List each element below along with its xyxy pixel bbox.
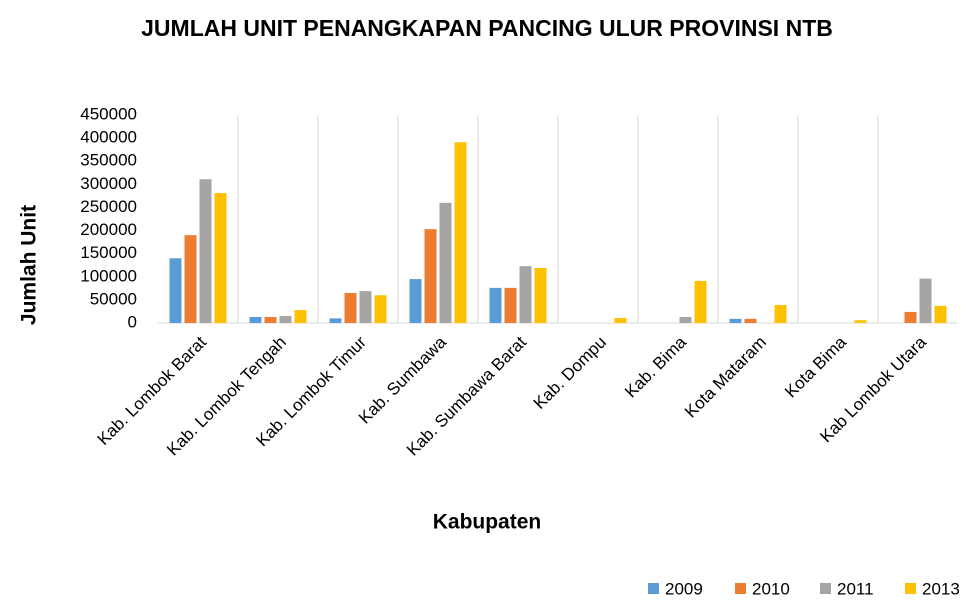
y-tick-label: 350000 — [80, 151, 137, 170]
x-axis-label: Kabupaten — [433, 511, 542, 534]
bar — [184, 235, 197, 323]
legend-label: 2010 — [752, 579, 790, 598]
y-tick-label: 100000 — [80, 266, 137, 285]
bar — [409, 279, 422, 323]
x-tick-label: Kota Mataram — [681, 333, 770, 422]
x-tick-label: Kab. Bima — [621, 332, 690, 401]
bar — [904, 311, 917, 323]
bar — [694, 280, 707, 323]
bar — [934, 305, 947, 323]
bar — [774, 304, 787, 323]
x-tick-label: Kota Bima — [781, 332, 850, 401]
bar — [249, 316, 262, 323]
legend-swatch — [648, 583, 659, 594]
chart-title: JUMLAH UNIT PENANGKAPAN PANCING ULUR PRO… — [141, 15, 833, 41]
y-tick-label: 450000 — [80, 104, 137, 123]
bar — [729, 318, 742, 323]
bar — [744, 318, 757, 323]
legend-swatch — [820, 583, 831, 594]
bar — [199, 179, 212, 323]
x-tick-label: Kab. Dompu — [530, 333, 610, 413]
y-tick-label: 300000 — [80, 174, 137, 193]
bar — [424, 229, 437, 323]
legend-label: 2011 — [837, 579, 874, 598]
bar — [439, 202, 452, 323]
legend-label: 2009 — [665, 579, 703, 598]
bar — [214, 193, 227, 323]
bar — [344, 292, 357, 323]
bar — [294, 310, 307, 323]
y-axis-label: Jumlah Unit — [18, 205, 41, 325]
y-tick-label: 150000 — [80, 243, 137, 262]
bar — [489, 287, 502, 323]
legend-label: 2013 — [922, 579, 960, 598]
bar — [504, 287, 517, 323]
bar — [279, 316, 292, 323]
bar — [534, 267, 547, 323]
bar — [359, 291, 372, 323]
bar — [169, 258, 182, 323]
legend-swatch — [735, 583, 746, 594]
bar — [519, 266, 532, 323]
bar — [854, 320, 867, 323]
legend-swatch — [905, 583, 916, 594]
y-tick-label: 50000 — [90, 289, 137, 308]
y-tick-label: 250000 — [80, 197, 137, 216]
bar — [374, 295, 387, 323]
y-tick-label: 0 — [128, 312, 137, 331]
bar — [454, 142, 467, 323]
bar — [919, 278, 932, 323]
y-tick-label: 400000 — [80, 128, 137, 147]
bar — [329, 318, 342, 323]
y-tick-label: 200000 — [80, 220, 137, 239]
bar — [264, 316, 277, 323]
bar — [614, 317, 627, 323]
bar — [679, 316, 692, 323]
